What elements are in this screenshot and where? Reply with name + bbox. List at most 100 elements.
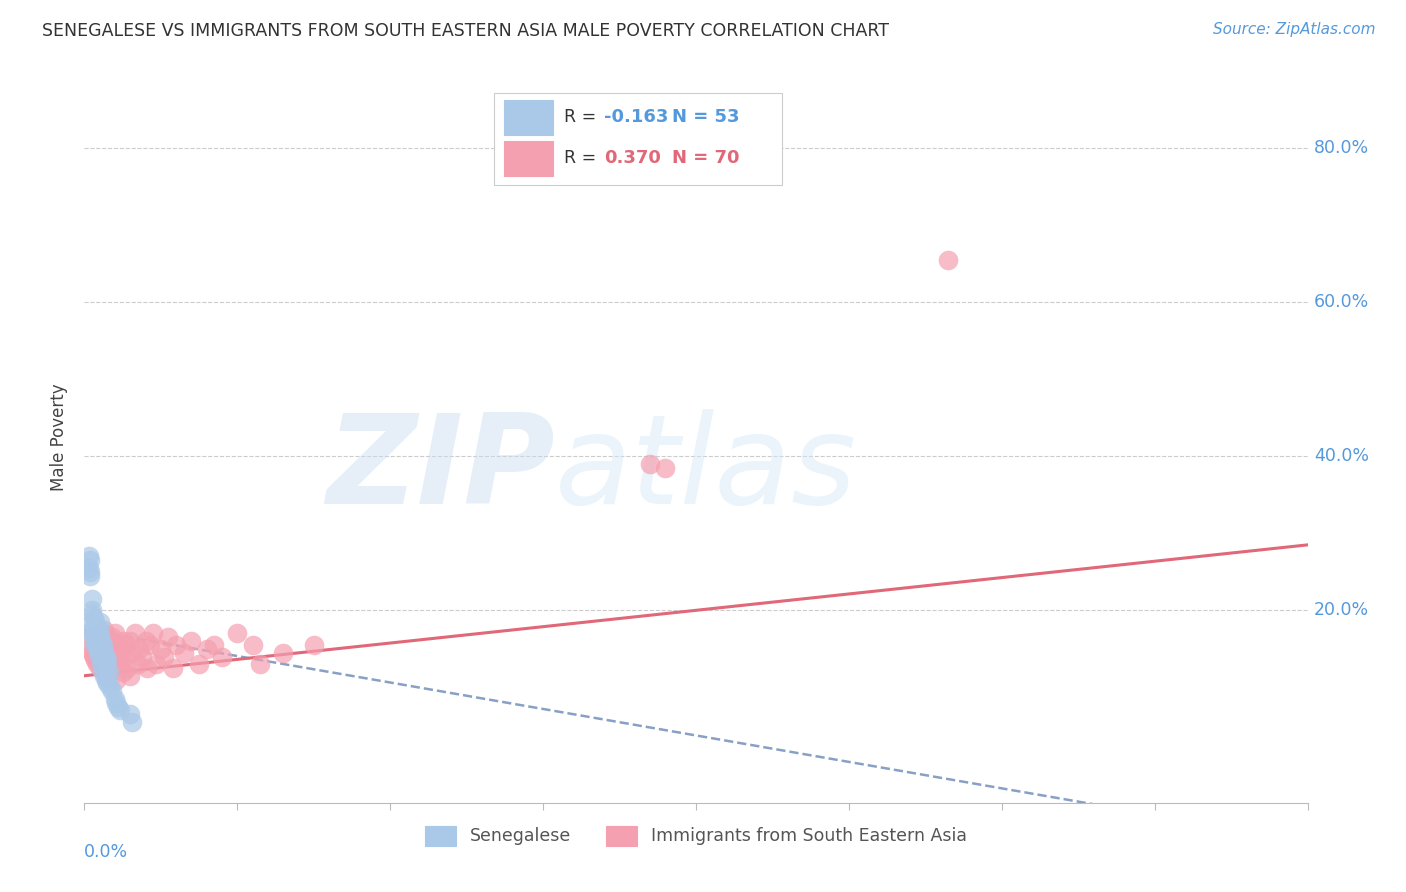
Point [98,681,121,695]
Point [103,661,125,675]
Point [638,457,661,471]
Point [94,669,117,683]
Point [89,638,111,652]
Point [93,653,115,667]
Point [120,634,142,648]
Point [84,623,107,637]
Point [122,646,145,660]
Point [90,641,112,656]
Point [111,665,134,679]
Point [104,691,127,706]
Point [90,634,112,648]
Text: Source: ZipAtlas.com: Source: ZipAtlas.com [1212,22,1375,37]
Point [120,707,142,722]
Point [90,649,112,664]
Point [79,565,101,579]
Point [96,630,118,644]
Point [86,623,108,637]
Point [89,661,111,675]
Point [180,634,202,648]
Point [83,634,105,648]
Text: atlas: atlas [555,409,858,531]
Point [94,673,117,687]
Point [89,638,111,652]
Point [80,591,103,606]
Point [211,649,233,664]
Text: R =: R = [564,149,596,168]
Point [302,638,325,652]
Point [96,661,118,675]
Point [91,646,114,660]
Point [83,638,105,652]
Text: N = 70: N = 70 [672,149,740,168]
Point [80,603,103,617]
Point [79,568,101,582]
Point [91,634,114,648]
Point [173,646,195,660]
Point [162,661,184,675]
Point [87,630,110,644]
Point [105,673,128,687]
Point [87,626,110,640]
Point [120,669,142,683]
Point [195,641,218,656]
Point [97,649,120,664]
Point [84,641,107,656]
Point [80,646,103,660]
Point [97,665,120,679]
Y-axis label: Male Poverty: Male Poverty [51,384,69,491]
Point [124,626,146,640]
Point [142,626,165,640]
Point [80,607,103,622]
Point [98,638,121,652]
Text: 0.370: 0.370 [605,149,661,168]
Point [136,661,159,675]
Text: 60.0%: 60.0% [1313,293,1369,311]
Point [101,684,124,698]
Point [87,646,110,660]
Point [84,615,107,629]
Point [104,626,127,640]
Point [83,611,105,625]
Point [87,646,110,660]
Point [121,714,143,729]
Text: R =: R = [564,109,596,127]
Point [96,676,118,690]
Point [128,641,150,656]
Point [110,646,132,660]
Point [84,638,107,652]
Point [249,657,271,672]
Point [80,626,103,640]
FancyBboxPatch shape [503,100,553,135]
Point [157,630,180,644]
Point [80,623,103,637]
Point [93,669,115,683]
Point [86,638,108,652]
Point [89,623,111,637]
Point [936,252,959,267]
Text: 40.0%: 40.0% [1313,447,1368,466]
FancyBboxPatch shape [494,94,782,185]
Point [107,638,129,652]
Point [97,665,120,679]
Point [86,634,108,648]
Point [115,661,138,675]
Point [654,461,676,475]
Point [91,665,114,679]
Point [93,623,115,637]
Point [89,649,111,664]
Point [139,638,162,652]
Text: -0.163: -0.163 [605,109,669,127]
Point [108,703,131,717]
Point [80,615,103,629]
Point [94,649,117,664]
Point [135,634,157,648]
Legend: Senegalese, Immigrants from South Eastern Asia: Senegalese, Immigrants from South Easter… [418,819,974,853]
Point [101,630,124,644]
Point [77,561,100,575]
Text: 0.0%: 0.0% [84,843,128,861]
Point [84,653,107,667]
Point [83,649,105,664]
Point [83,618,105,632]
Point [90,657,112,672]
